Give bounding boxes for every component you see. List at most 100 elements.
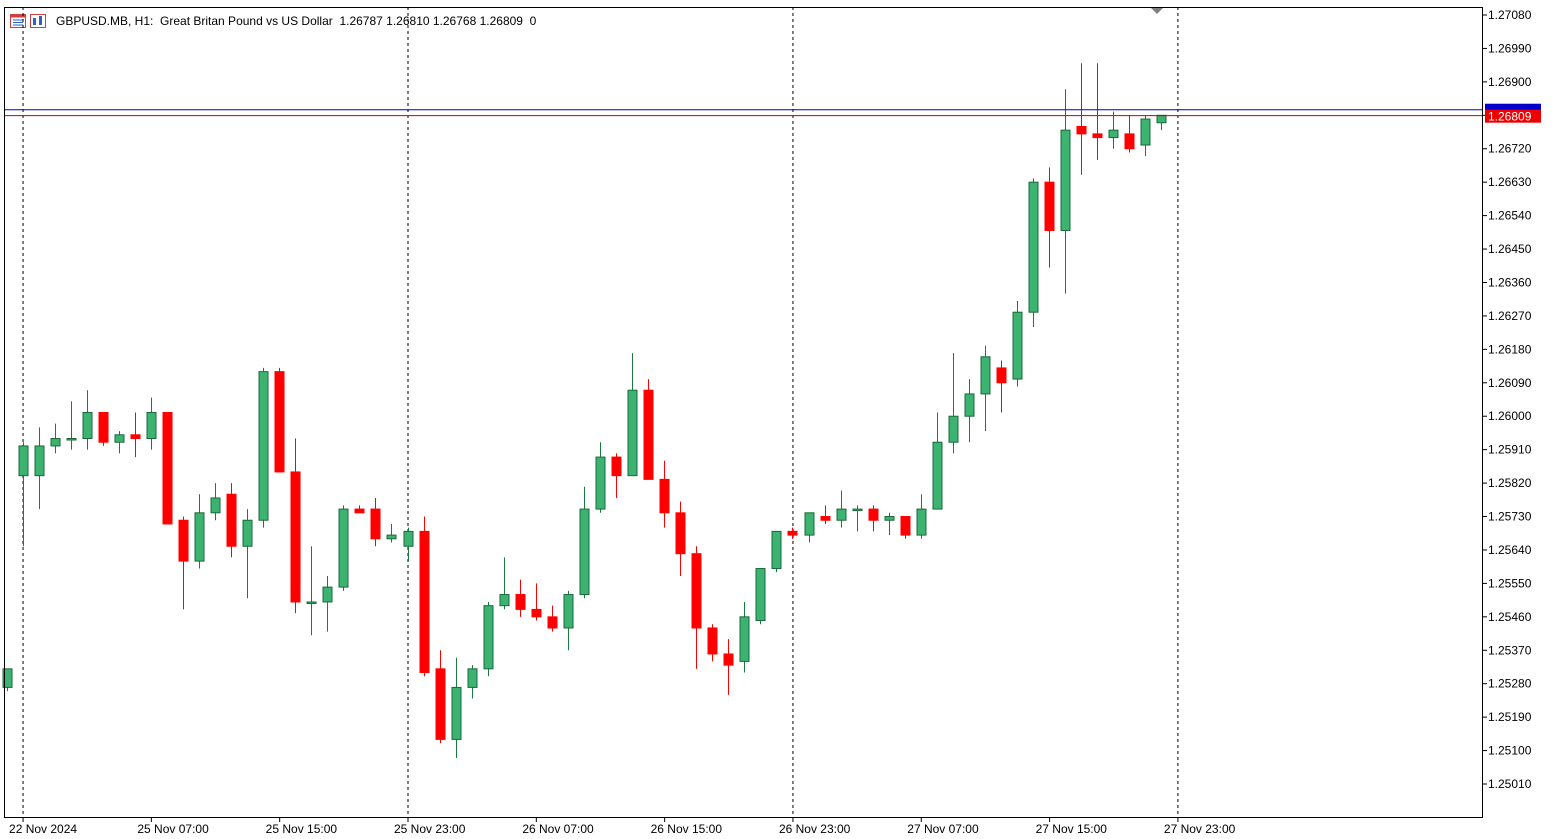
price-tag-box bbox=[1485, 109, 1541, 123]
candle-body bbox=[2, 668, 13, 688]
candle bbox=[595, 442, 606, 513]
candle-body bbox=[547, 616, 558, 629]
price-tick-label: 1.26090 bbox=[1488, 376, 1532, 390]
candle-body bbox=[1092, 133, 1103, 139]
candle-body bbox=[531, 608, 542, 618]
candle bbox=[739, 601, 750, 673]
candle bbox=[34, 427, 45, 510]
candle-body bbox=[948, 415, 959, 443]
indicator-icon[interactable] bbox=[30, 14, 46, 28]
candle bbox=[964, 379, 975, 443]
price-tick-label: 1.26000 bbox=[1488, 409, 1532, 423]
candle bbox=[419, 516, 430, 677]
candle-body bbox=[563, 594, 574, 629]
candle bbox=[1076, 63, 1087, 175]
candle-body bbox=[194, 512, 205, 562]
candle-body bbox=[868, 508, 879, 521]
candle bbox=[579, 486, 590, 599]
candle-body bbox=[659, 478, 670, 514]
candle bbox=[675, 501, 686, 576]
candle-body bbox=[643, 389, 654, 480]
candlestick-series bbox=[2, 63, 1167, 758]
candle bbox=[1092, 63, 1103, 160]
time-tick-label: 26 Nov 07:00 bbox=[522, 822, 594, 836]
time-tick-label: 27 Nov 07:00 bbox=[907, 822, 979, 836]
candle bbox=[451, 657, 462, 758]
candle-body bbox=[210, 497, 221, 514]
candle bbox=[820, 505, 831, 524]
price-tick-label: 1.25370 bbox=[1488, 643, 1532, 657]
candle bbox=[194, 494, 205, 569]
time-tick-label: 25 Nov 23:00 bbox=[394, 822, 466, 836]
candle-body bbox=[130, 434, 141, 440]
candle-body bbox=[787, 530, 798, 536]
candle bbox=[1044, 167, 1055, 268]
candle bbox=[804, 512, 815, 543]
price-tick-label: 1.25640 bbox=[1488, 543, 1532, 557]
candle bbox=[386, 523, 397, 543]
candle-body bbox=[114, 434, 125, 443]
price-tick-label: 1.25190 bbox=[1488, 710, 1532, 724]
candle-body bbox=[836, 508, 847, 521]
candle-body bbox=[178, 519, 189, 562]
candle bbox=[1140, 115, 1151, 157]
candle-body bbox=[274, 371, 285, 473]
candle bbox=[82, 390, 93, 450]
time-tick-label: 26 Nov 15:00 bbox=[651, 822, 723, 836]
candle-body bbox=[1044, 181, 1055, 231]
candle bbox=[611, 453, 622, 498]
candle bbox=[707, 624, 718, 662]
description-text: Great Britan Pound vs US Dollar bbox=[160, 14, 333, 28]
candle-body bbox=[980, 356, 991, 395]
candle-body bbox=[900, 516, 911, 536]
candle-body bbox=[419, 530, 430, 674]
candle-body bbox=[290, 471, 301, 603]
candle-body bbox=[515, 594, 526, 610]
candle bbox=[290, 438, 301, 614]
candle-body bbox=[852, 508, 863, 512]
price-tick-label: 1.26180 bbox=[1488, 342, 1532, 356]
candle bbox=[723, 639, 734, 695]
price-tick-label: 1.25010 bbox=[1488, 777, 1532, 791]
candle-body bbox=[884, 516, 895, 521]
chart-window-icon[interactable] bbox=[10, 14, 26, 28]
time-tick-label: 25 Nov 15:00 bbox=[266, 822, 338, 836]
candle-body bbox=[306, 601, 317, 604]
candle bbox=[114, 431, 125, 454]
candle-body bbox=[66, 438, 77, 441]
candle bbox=[900, 516, 911, 539]
bid-price-tag bbox=[1485, 103, 1541, 111]
candle-body bbox=[723, 653, 734, 666]
candle-body bbox=[435, 668, 446, 740]
ohlc-text: 1.26787 1.26810 1.26768 1.26809 0 bbox=[339, 14, 537, 28]
current-price-tag: 1.26809 bbox=[1485, 103, 1541, 124]
candle bbox=[916, 494, 927, 539]
price-tick-label: 1.26360 bbox=[1488, 275, 1532, 289]
price-tick-label: 1.26900 bbox=[1488, 75, 1532, 89]
candle bbox=[499, 557, 510, 610]
candle-body bbox=[18, 445, 29, 477]
time-axis[interactable]: 22 Nov 2024 25 Nov 07:00 25 Nov 15:00 25 No… bbox=[9, 817, 1236, 836]
candle-body bbox=[707, 627, 718, 655]
candle bbox=[515, 579, 526, 617]
candle bbox=[274, 367, 285, 473]
candle bbox=[1108, 111, 1119, 149]
candle-body bbox=[595, 456, 606, 510]
candle bbox=[691, 546, 702, 669]
candle-body bbox=[162, 412, 173, 525]
candle-body bbox=[996, 367, 1007, 384]
price-tick-label: 1.25550 bbox=[1488, 576, 1532, 590]
price-axis[interactable]: 1.270801.269901.269001.268101.267201.266… bbox=[1482, 8, 1532, 791]
candle-body bbox=[1140, 118, 1151, 146]
time-tick-label: 27 Nov 15:00 bbox=[1036, 822, 1108, 836]
candle bbox=[868, 505, 879, 532]
candle bbox=[258, 367, 269, 528]
chart-shift-marker[interactable] bbox=[1151, 8, 1163, 14]
price-tick-label: 1.25280 bbox=[1488, 677, 1532, 691]
candle-body bbox=[1108, 129, 1119, 139]
candle-body bbox=[739, 616, 750, 662]
price-tick-label: 1.25910 bbox=[1488, 443, 1532, 457]
candle bbox=[2, 668, 13, 692]
